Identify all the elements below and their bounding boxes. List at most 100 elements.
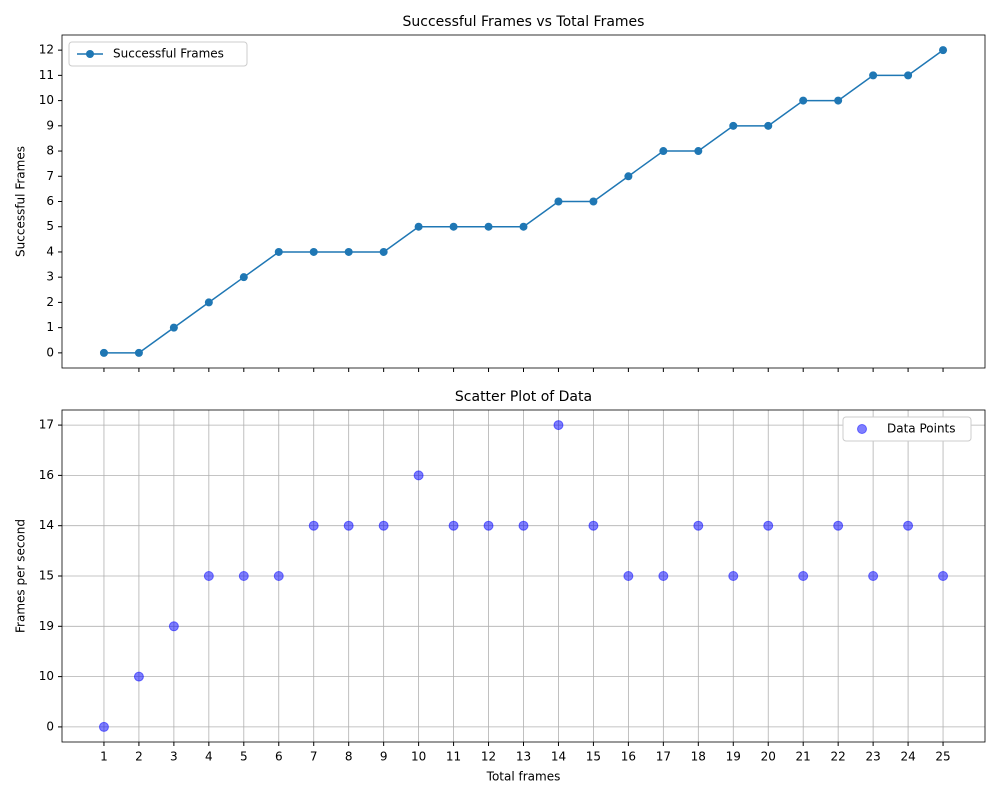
y-tick-label: 5 <box>46 219 54 233</box>
y-tick-label: 17 <box>39 418 54 432</box>
point <box>344 247 353 256</box>
y-tick-label: 1 <box>46 320 54 334</box>
y-tick-label: 16 <box>39 468 54 482</box>
x-tick-label: 9 <box>380 750 388 764</box>
point <box>588 520 599 531</box>
point <box>168 621 179 632</box>
x-tick-label: 23 <box>865 750 880 764</box>
y-tick-label: 4 <box>46 244 54 258</box>
y-tick-label: 15 <box>39 569 54 583</box>
x-axis-label: Total frames <box>486 770 561 784</box>
point <box>904 71 913 80</box>
point <box>869 71 878 80</box>
x-tick-label: 7 <box>310 750 318 764</box>
point <box>414 222 423 231</box>
point <box>483 520 494 531</box>
y-tick-label: 19 <box>39 619 54 633</box>
x-tick-label: 1 <box>100 750 108 764</box>
x-tick-label: 12 <box>481 750 496 764</box>
point <box>273 571 284 581</box>
x-tick-label: 21 <box>796 750 811 764</box>
point <box>623 571 634 581</box>
point <box>833 520 844 531</box>
legend-label: Successful Frames <box>113 47 224 61</box>
x-tick-label: 17 <box>656 750 671 764</box>
point <box>133 671 144 682</box>
point <box>343 520 354 531</box>
x-tick-label: 10 <box>411 750 426 764</box>
point <box>203 571 214 581</box>
point <box>98 721 109 732</box>
x-tick-label: 18 <box>691 750 706 764</box>
point <box>449 222 458 231</box>
point <box>939 46 948 55</box>
point <box>518 520 529 531</box>
point <box>204 298 213 307</box>
point <box>274 247 283 256</box>
y-tick-label: 12 <box>39 43 54 57</box>
y-tick-label: 7 <box>46 169 54 183</box>
point <box>589 197 598 206</box>
y-tick-label: 0 <box>46 719 54 733</box>
point <box>694 147 703 156</box>
point <box>658 571 669 581</box>
line <box>103 49 944 354</box>
y-tick-label: 8 <box>46 144 54 158</box>
legend-box <box>68 41 248 67</box>
chart-title: Scatter Plot of Data <box>455 389 592 405</box>
x-tick-label: 15 <box>586 750 601 764</box>
y-tick-label: 3 <box>46 270 54 284</box>
point <box>624 172 633 181</box>
x-tick-label: 16 <box>621 750 636 764</box>
point <box>729 121 738 130</box>
point <box>693 520 704 531</box>
legend-label: Data Points <box>887 422 956 436</box>
y-tick-label: 9 <box>46 118 54 132</box>
x-tick-label: 4 <box>205 750 213 764</box>
x-tick-label: 19 <box>726 750 741 764</box>
x-tick-label: 3 <box>170 750 178 764</box>
point <box>169 323 178 332</box>
x-tick-label: 20 <box>761 750 776 764</box>
point <box>519 222 528 231</box>
point <box>938 571 949 581</box>
legend-box <box>842 416 972 442</box>
point <box>764 121 773 130</box>
y-axis-label: Successful Frames <box>14 146 28 257</box>
point <box>309 247 318 256</box>
point <box>834 96 843 105</box>
x-tick-label: 11 <box>446 750 461 764</box>
legend-marker <box>857 424 867 434</box>
point <box>798 571 809 581</box>
point <box>763 520 774 531</box>
point <box>728 571 739 581</box>
x-tick-label: 13 <box>516 750 531 764</box>
point <box>134 348 143 357</box>
point <box>903 520 914 531</box>
y-tick-label: 2 <box>46 295 54 309</box>
y-tick-label: 11 <box>39 68 54 82</box>
x-tick-label: 14 <box>551 750 566 764</box>
plot-frame <box>61 34 986 369</box>
point <box>413 470 424 481</box>
y-tick-label: 0 <box>46 345 54 359</box>
point <box>308 520 319 531</box>
y-tick-label: 10 <box>39 93 54 107</box>
point <box>448 520 459 531</box>
point <box>99 348 108 357</box>
x-tick-label: 25 <box>935 750 950 764</box>
point <box>868 571 879 581</box>
point <box>378 520 389 531</box>
y-tick-label: 6 <box>46 194 54 208</box>
point <box>238 571 249 581</box>
legend-marker <box>86 50 94 58</box>
x-tick-label: 22 <box>831 750 846 764</box>
point <box>554 197 563 206</box>
x-tick-label: 2 <box>135 750 143 764</box>
point <box>484 222 493 231</box>
point <box>239 273 248 282</box>
y-tick-label: 10 <box>39 669 54 683</box>
chart-title: Successful Frames vs Total Frames <box>403 14 645 30</box>
x-tick-label: 5 <box>240 750 248 764</box>
